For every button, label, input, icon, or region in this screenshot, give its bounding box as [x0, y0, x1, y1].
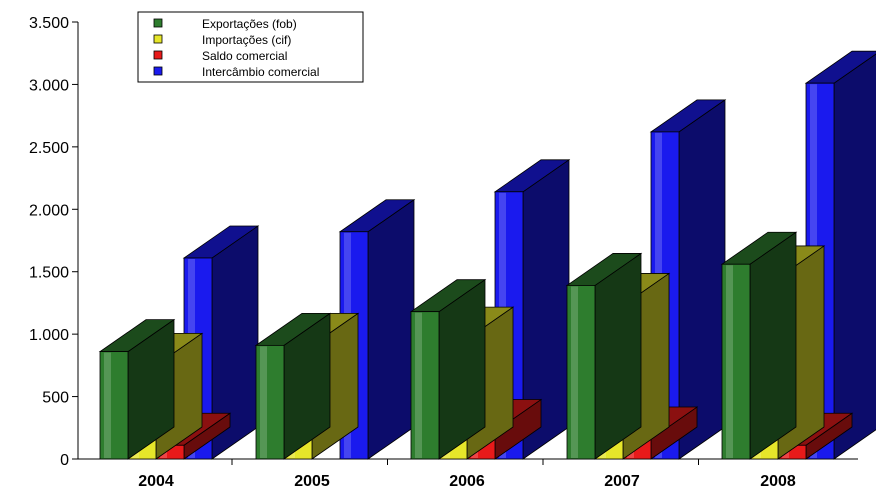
bar-highlight — [415, 312, 422, 458]
bar-exporta-es-fob--2008 — [720, 231, 798, 460]
y-tick-label: 2.500 — [29, 140, 69, 157]
y-tick-label: 2.000 — [29, 202, 69, 219]
x-tick-label: 2007 — [604, 473, 640, 490]
bar-exporta-es-fob--2007 — [565, 252, 643, 460]
bar-side — [749, 231, 797, 460]
bar-group-2004 — [98, 225, 260, 460]
bar-highlight — [260, 346, 267, 458]
x-tick-label: 2005 — [294, 473, 330, 490]
legend-label: Importações (cif) — [202, 33, 291, 47]
legend-item: Exportações (fob) — [153, 17, 297, 31]
legend-swatch — [153, 50, 163, 60]
y-tick-label: 500 — [42, 390, 69, 407]
bar-group-2007 — [565, 99, 727, 460]
bar-exporta-es-fob--2005 — [254, 312, 332, 460]
bars — [98, 50, 876, 460]
bar-highlight — [571, 286, 578, 458]
bar-group-2008 — [720, 50, 876, 460]
bar-group-2005 — [254, 198, 416, 460]
legend-item: Intercâmbio comercial — [153, 65, 319, 79]
bar-highlight — [726, 265, 733, 458]
y-tick-label: 0 — [60, 452, 69, 469]
bar-exporta-es-fob--2006 — [409, 278, 487, 460]
bar-exporta-es-fob--2004 — [98, 318, 176, 460]
legend-label: Exportações (fob) — [202, 17, 297, 31]
bar-group-2006 — [409, 159, 571, 460]
bar-highlight — [104, 352, 111, 458]
y-tick-label: 1.500 — [29, 265, 69, 282]
legend-swatch — [153, 34, 163, 44]
x-tick-label: 2008 — [760, 473, 796, 490]
y-tick-label: 3.000 — [29, 77, 69, 94]
bar-side — [594, 252, 642, 460]
bar-side — [367, 198, 415, 460]
bar-side — [833, 53, 876, 460]
legend-swatch — [153, 66, 163, 76]
x-tick-label: 2006 — [449, 473, 485, 490]
legend-label: Intercâmbio comercial — [202, 65, 319, 79]
legend-label: Saldo comercial — [202, 49, 287, 63]
legend-item: Saldo comercial — [153, 49, 287, 63]
y-tick-label: 1.000 — [29, 327, 69, 344]
legend-box — [137, 11, 364, 83]
legend: Exportações (fob) Importações (cif) Saldo … — [137, 11, 364, 83]
x-tick-label: 2004 — [138, 473, 174, 490]
bar-side — [678, 99, 726, 460]
legend-swatch — [153, 18, 163, 28]
legend-item: Importações (cif) — [153, 33, 291, 47]
y-tick-label: 3.500 — [29, 15, 69, 32]
